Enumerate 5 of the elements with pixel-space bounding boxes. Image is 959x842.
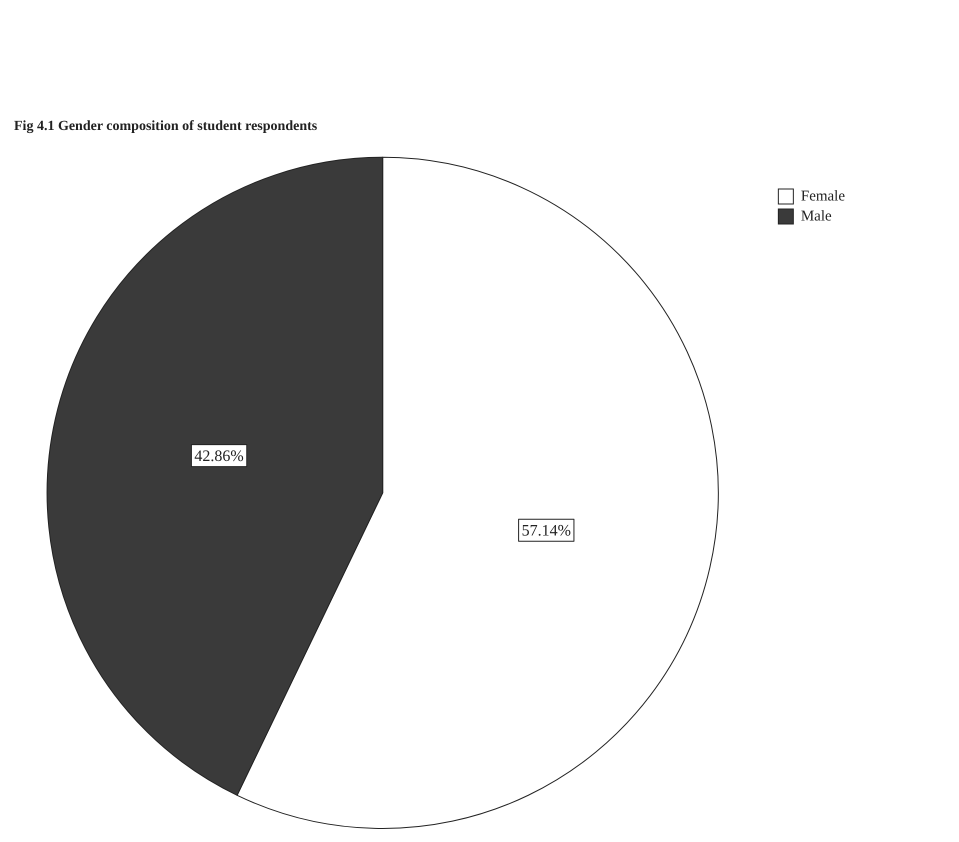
data-label: 57.14% [522, 522, 571, 540]
chart-title: Fig 4.1 Gender composition of student respondents [14, 119, 318, 134]
data-label: 42.86% [194, 448, 244, 465]
legend-label: Male [800, 208, 832, 224]
legend-label: Female [800, 188, 846, 204]
